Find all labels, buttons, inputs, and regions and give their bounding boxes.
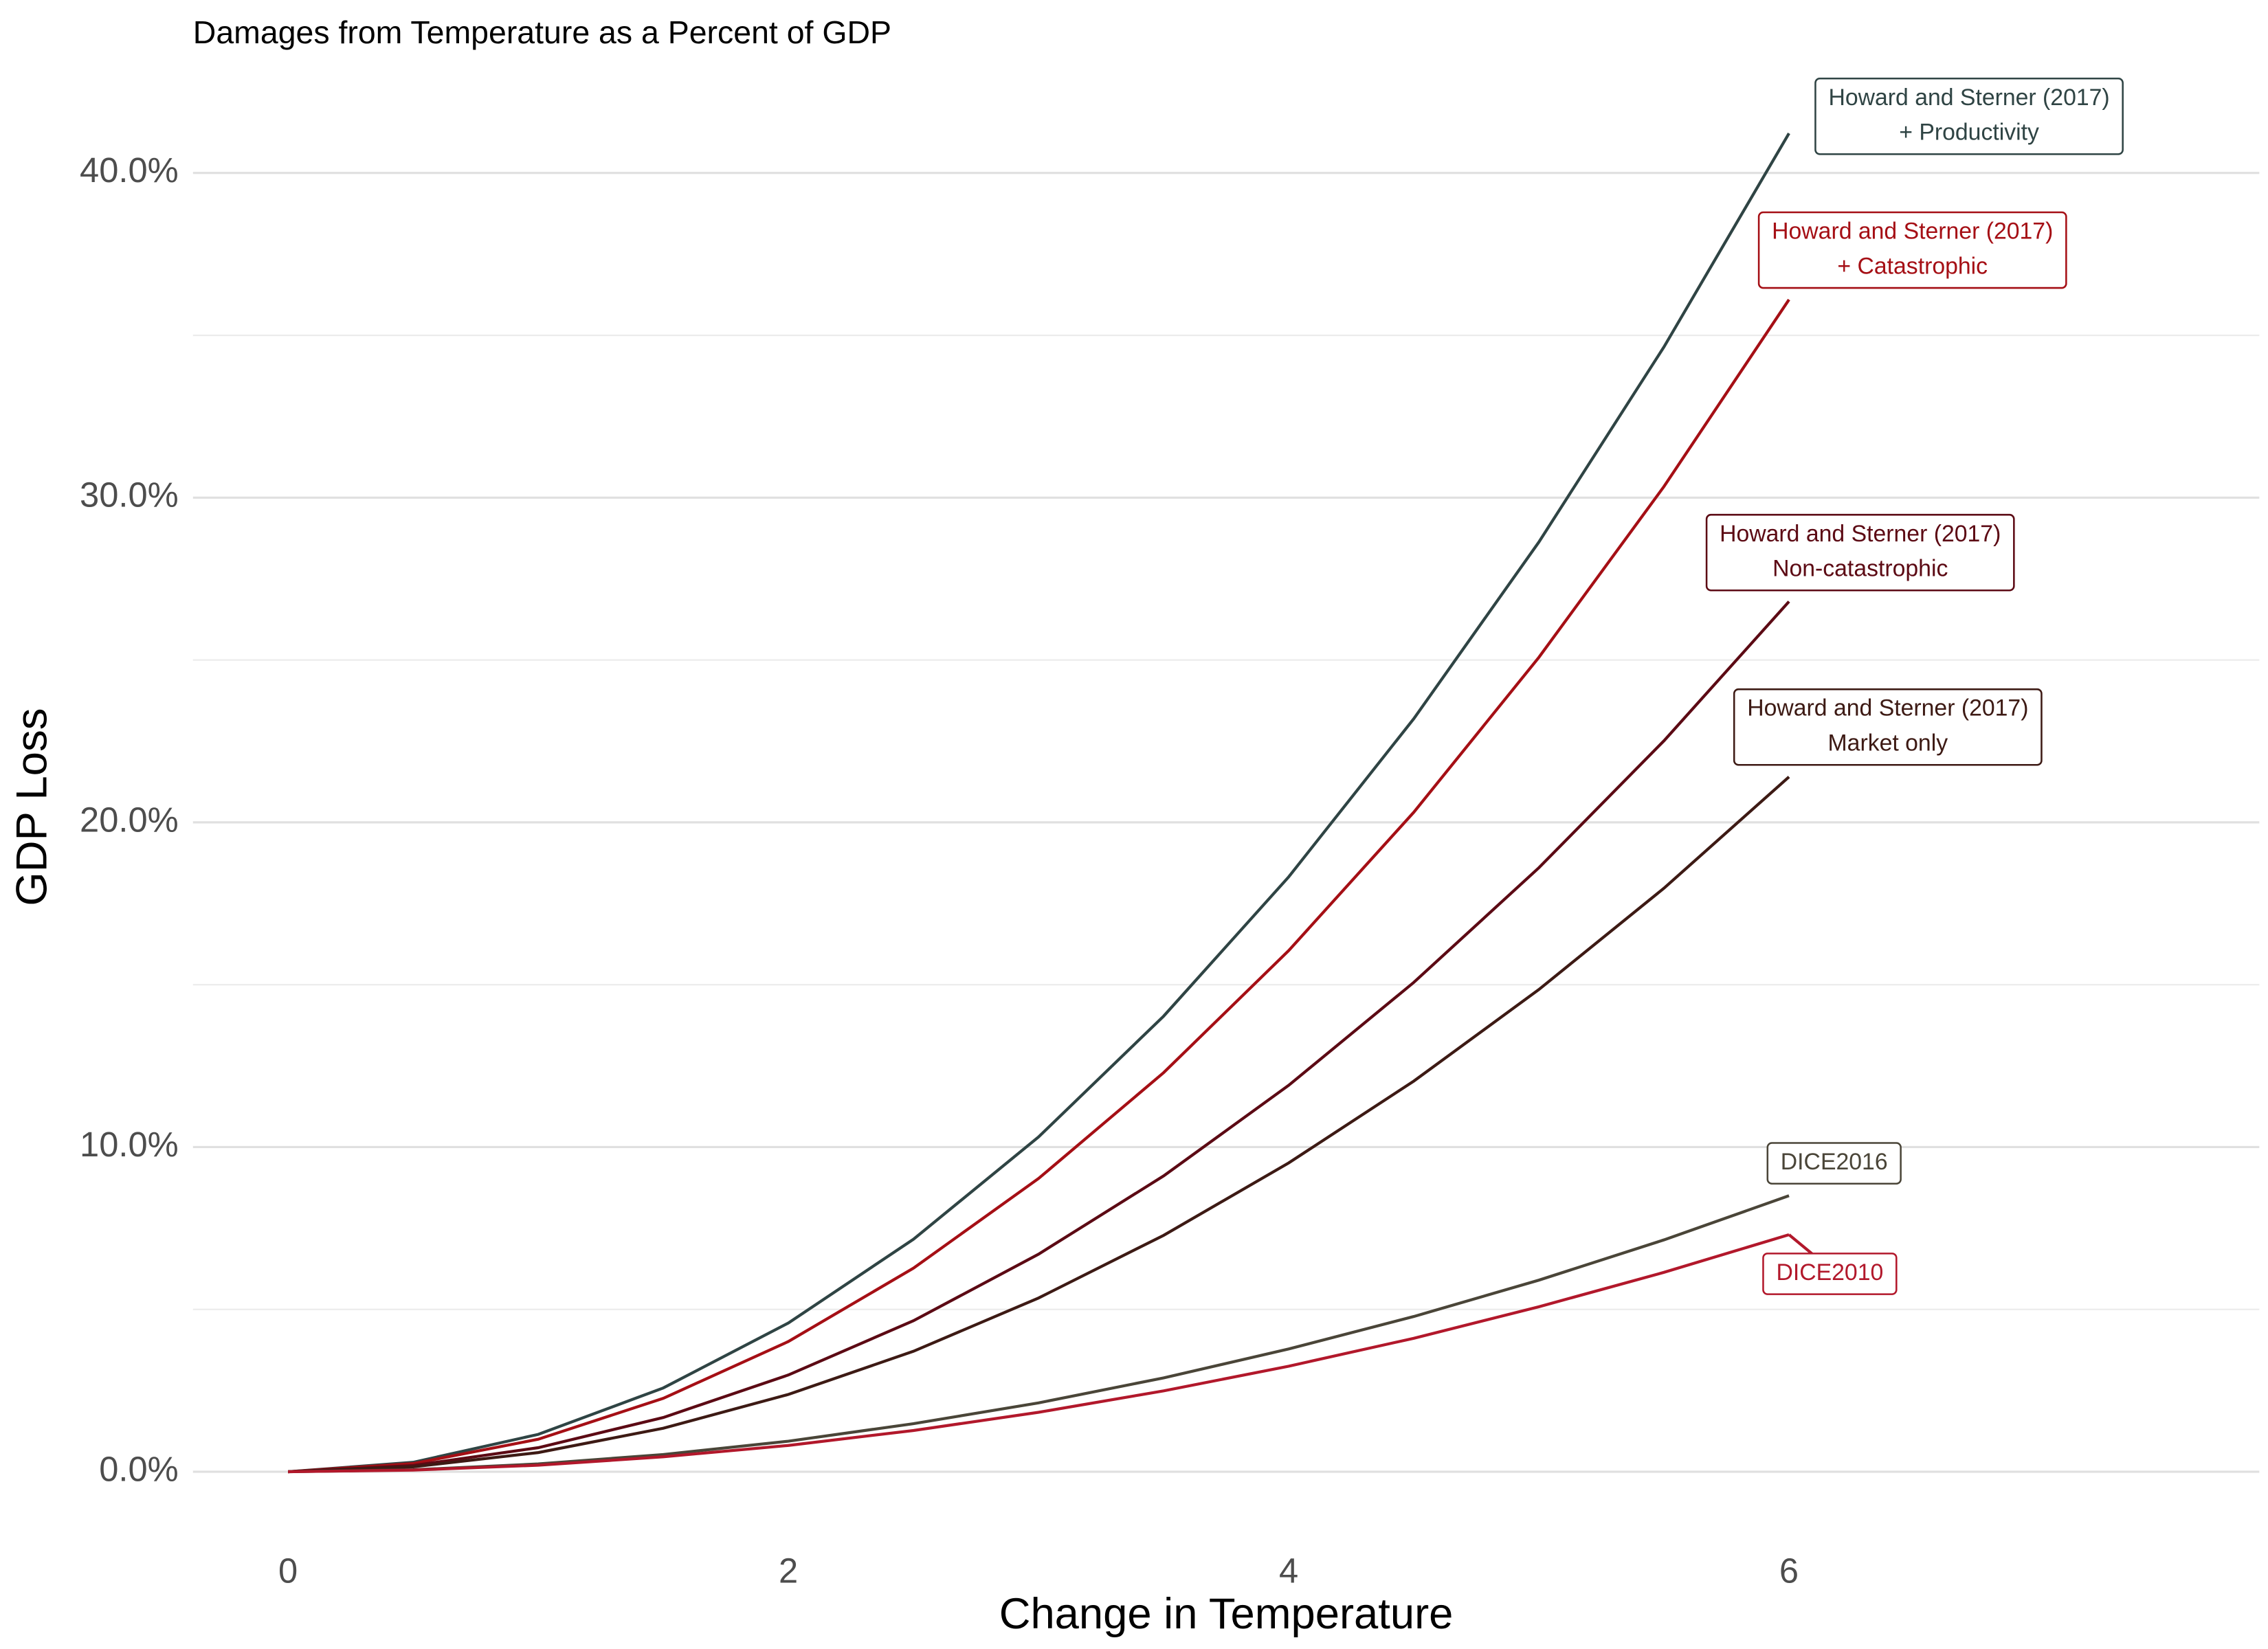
- line: [288, 1233, 1790, 1474]
- line: [288, 1194, 1790, 1474]
- label-box: [1757, 211, 2067, 289]
- label-text: Howard and Sterner (2017): [1828, 85, 2109, 111]
- y-tick-label: 0.0%: [99, 1449, 178, 1488]
- y-tick-label: 40.0%: [80, 150, 179, 190]
- line: [288, 776, 1790, 1474]
- label-text: + Productivity: [1899, 120, 2039, 146]
- y-tick-label: 20.0%: [80, 800, 179, 839]
- x-tick-label: 4: [1279, 1551, 1298, 1590]
- label-text: Non-catastrophic: [1772, 556, 1948, 582]
- series-label: DICE2010: [1762, 1253, 1898, 1295]
- line: [287, 132, 1790, 1474]
- series-label: DICE2016: [1766, 1142, 1902, 1185]
- label-box: [1705, 513, 2015, 592]
- label-text: Howard and Sterner (2017): [1772, 218, 2053, 245]
- label-text: DICE2010: [1776, 1259, 1883, 1286]
- x-tick-label: 2: [779, 1551, 798, 1590]
- line: [287, 298, 1790, 1474]
- label-text: Howard and Sterner (2017): [1720, 521, 2001, 547]
- series-label: Howard and Sterner (2017) + Productivity: [1814, 78, 2124, 155]
- label-box: [1733, 688, 2043, 766]
- y-tick-label: 10.0%: [80, 1125, 179, 1164]
- label-box: [1762, 1253, 1898, 1295]
- chart-title: Damages from Temperature as a Percent of…: [193, 14, 891, 50]
- label-text: Howard and Sterner (2017): [1747, 695, 2028, 721]
- y-axis-title: GDP Loss: [8, 708, 56, 906]
- label-text: + Catastrophic: [1837, 253, 1988, 279]
- label-box: [1814, 78, 2124, 155]
- x-tick-label: 0: [278, 1551, 298, 1590]
- series-label: Howard and Sterner (2017) Market only: [1733, 688, 2043, 766]
- label-text: DICE2016: [1781, 1149, 1888, 1175]
- y-tick-label: 30.0%: [80, 475, 179, 515]
- label-text: Market only: [1828, 730, 1948, 756]
- x-axis-title: Change in Temperature: [999, 1590, 1454, 1638]
- series-label: Howard and Sterner (2017) + Catastrophic: [1757, 211, 2067, 289]
- line: [288, 601, 1790, 1474]
- x-tick-label: 6: [1779, 1551, 1799, 1590]
- label-box: [1766, 1142, 1902, 1185]
- series-label: Howard and Sterner (2017) Non-catastrophi…: [1705, 513, 2015, 592]
- grid: [192, 172, 2260, 1473]
